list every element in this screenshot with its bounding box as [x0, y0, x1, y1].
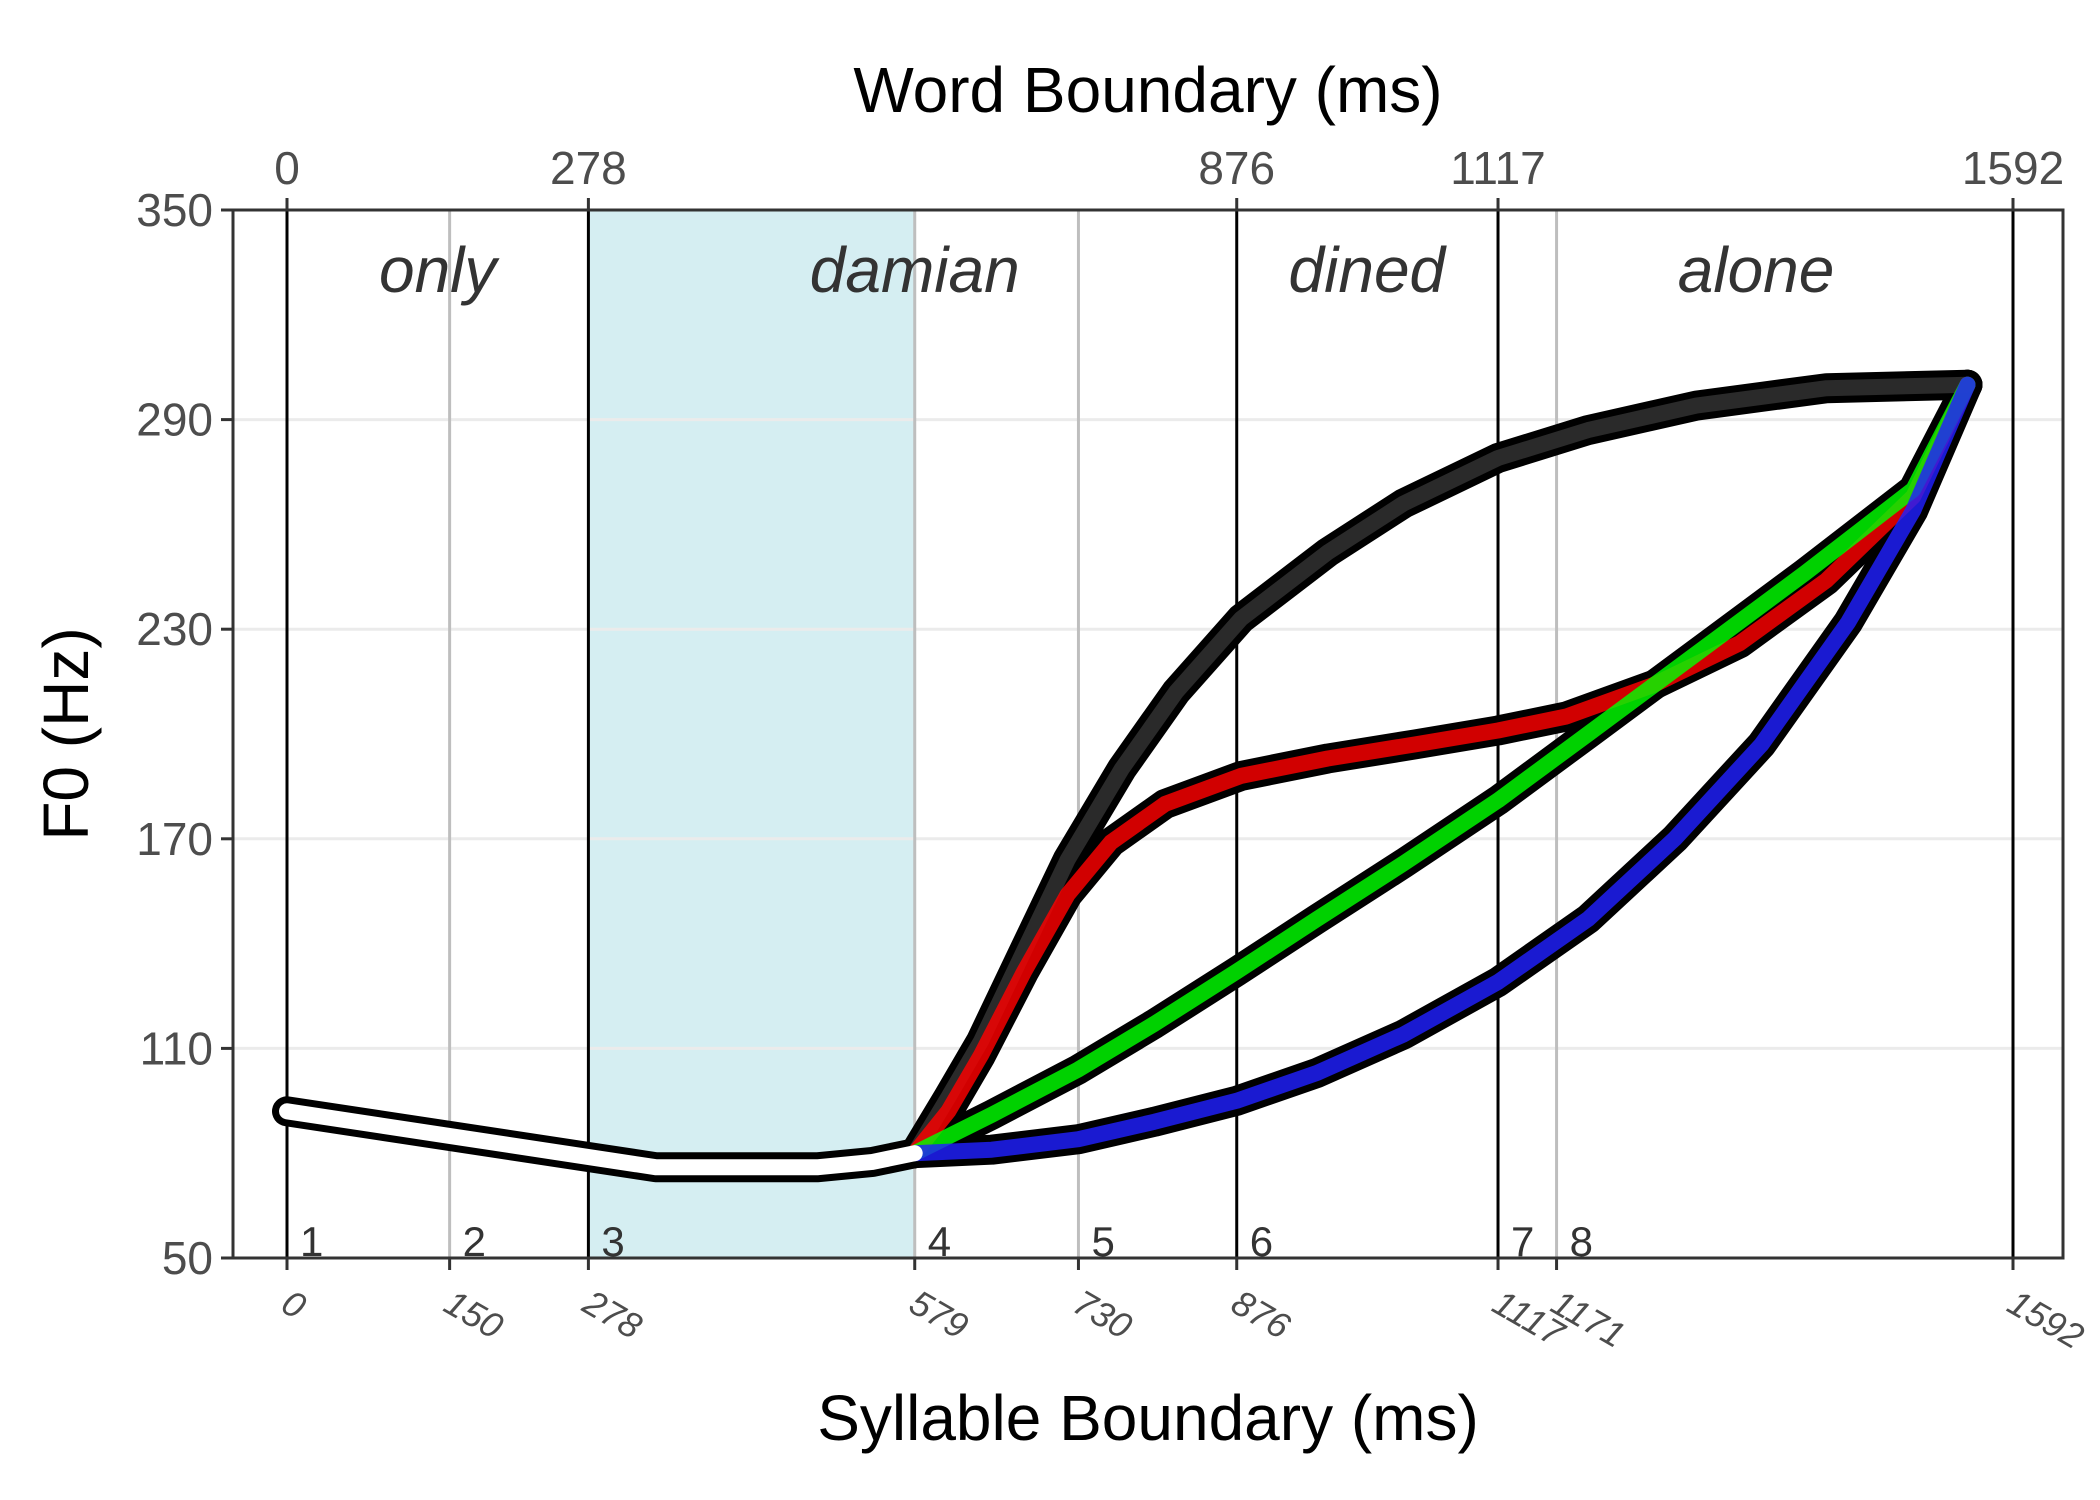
x2-tick-label: 1117 [1450, 142, 1546, 194]
x2-tick-label: 0 [274, 142, 300, 194]
syllable-number: 3 [601, 1218, 624, 1265]
word-label: only [379, 234, 500, 306]
word-label: alone [1678, 234, 1835, 306]
x-axis-top: 0 278 876 1117 1592 [274, 142, 2064, 210]
syllable-number: 7 [1511, 1218, 1534, 1265]
y-tick-label: 50 [162, 1232, 213, 1284]
syllable-number: 8 [1570, 1218, 1593, 1265]
syllable-number: 6 [1250, 1218, 1273, 1265]
y-tick-label: 110 [140, 1022, 213, 1074]
y-tick-label: 290 [136, 394, 213, 446]
highlight-region-layer [588, 210, 915, 1258]
word-labels-layer: only damian dined alone [379, 234, 1834, 306]
x2-tick-label: 278 [550, 142, 627, 194]
x-axis-title: Syllable Boundary (ms) [817, 1382, 1479, 1454]
syllable-number: 2 [463, 1218, 486, 1265]
syllable-number: 4 [928, 1218, 951, 1265]
y-axis: 50 110 170 230 290 350 [136, 184, 233, 1284]
x2-tick-label: 1592 [1962, 142, 2064, 194]
syllable-number: 1 [300, 1218, 323, 1265]
word-label: damian [810, 234, 1020, 306]
y-axis-title: F0 (Hz) [30, 627, 102, 840]
shared-contour-line [279, 1103, 923, 1176]
plot-panel-border [231, 208, 2065, 1260]
y-tick-label: 230 [136, 603, 213, 655]
series-layer [272, 369, 1983, 1183]
x2-tick-label: 876 [1198, 142, 1275, 194]
series-line-blue [906, 376, 1976, 1162]
y-tick-label: 350 [136, 184, 213, 236]
syllable-number: 5 [1091, 1218, 1114, 1265]
y-tick-label: 170 [136, 813, 213, 865]
highlight-region [588, 210, 915, 1258]
series-line-red [906, 376, 1976, 1162]
x2-axis-title: Word Boundary (ms) [853, 54, 1442, 126]
word-label: dined [1289, 234, 1448, 306]
series-line-green [906, 376, 1976, 1162]
